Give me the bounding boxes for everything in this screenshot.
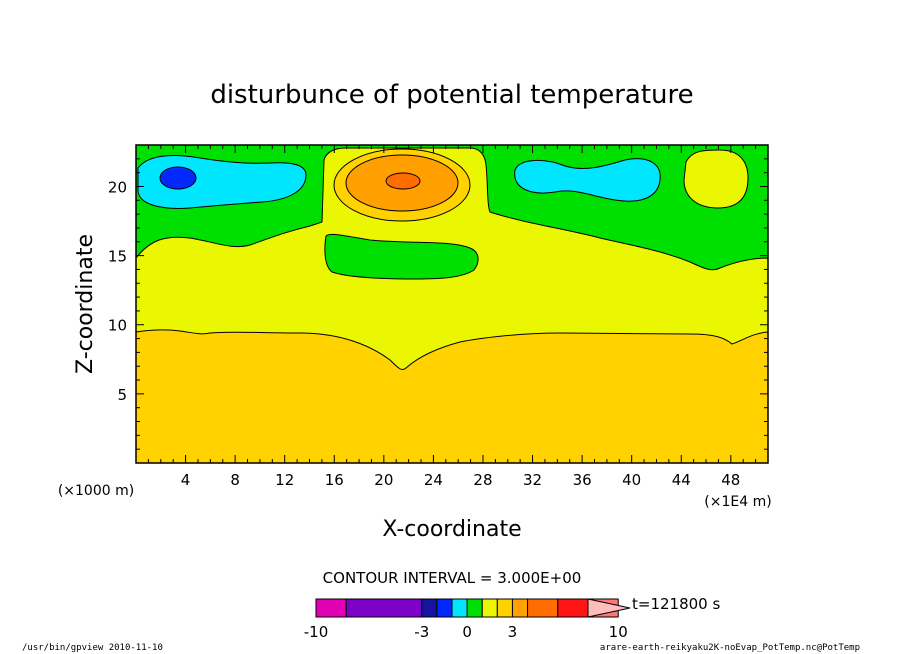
y-axis: 5 10 15 20	[108, 158, 768, 450]
x-tick-label: 32	[523, 471, 542, 489]
y-axis-label: Z-coordinate	[73, 234, 98, 374]
colorbar-bin	[557, 598, 589, 618]
colorbar-label: 0	[462, 623, 472, 641]
footer-left: /usr/bin/gpview 2010-11-10	[22, 643, 163, 653]
x-tick-label: 8	[230, 471, 240, 489]
colorbar-bin	[421, 598, 438, 618]
colorbar-label: 3	[508, 623, 518, 641]
colorbar-bin	[481, 598, 498, 618]
x-unit-right: (×1E4 m)	[704, 494, 771, 510]
x-tick-label: 4	[181, 471, 191, 489]
x-tick-label: 16	[325, 471, 344, 489]
contour-interval: CONTOUR INTERVAL = 3.000E+00	[323, 569, 582, 587]
colorbar-extension	[587, 598, 631, 618]
x-tick-label: 40	[622, 471, 641, 489]
colorbar-bin	[345, 598, 423, 618]
warm-maximum	[385, 172, 421, 190]
x-unit-left: (×1000 m)	[58, 483, 134, 499]
x-tick-label: 28	[473, 471, 492, 489]
colorbar-bin	[466, 598, 483, 618]
plot-frame	[135, 144, 769, 464]
x-tick-label: 20	[374, 471, 393, 489]
band-lower	[136, 329, 768, 463]
colorbar-bin	[527, 598, 559, 618]
x-tick-label: 24	[424, 471, 443, 489]
y-tick-label: 20	[108, 178, 127, 196]
colorbar-bin	[451, 598, 468, 618]
y-tick-label: 10	[108, 317, 127, 335]
x-tick-label: 36	[573, 471, 592, 489]
colorbar-bin	[315, 598, 347, 618]
x-tick-label: 48	[721, 471, 740, 489]
time-label: t=121800 s	[632, 595, 720, 613]
chart-title: disturbunce of potential temperature	[210, 80, 693, 110]
colorbar-bin	[436, 598, 453, 618]
colorbar-label: 10	[609, 623, 628, 641]
x-axis-label: X-coordinate	[382, 517, 521, 542]
cool-region-right	[514, 158, 661, 202]
plot-area	[135, 144, 769, 464]
colorbar-label: -3	[414, 623, 429, 641]
green-island	[324, 233, 479, 280]
colorbar-bin	[496, 598, 513, 618]
footer-right: arare-earth-reikyaku2K-noEvap_PotTemp.nc…	[600, 643, 860, 653]
x-axis: 4 8 12 16 20 24 28 32 36 40 44 48	[147, 145, 757, 489]
colorbar: -10 -3 0 3 10	[304, 598, 631, 641]
colorbar-bin	[511, 598, 529, 618]
colorbar-label: -10	[304, 623, 329, 641]
y-tick-label: 15	[108, 248, 127, 266]
x-tick-label: 44	[672, 471, 691, 489]
warm-region-right	[683, 149, 749, 209]
y-tick-label: 5	[117, 386, 127, 404]
x-tick-label: 12	[275, 471, 294, 489]
cool-minimum	[159, 166, 197, 190]
